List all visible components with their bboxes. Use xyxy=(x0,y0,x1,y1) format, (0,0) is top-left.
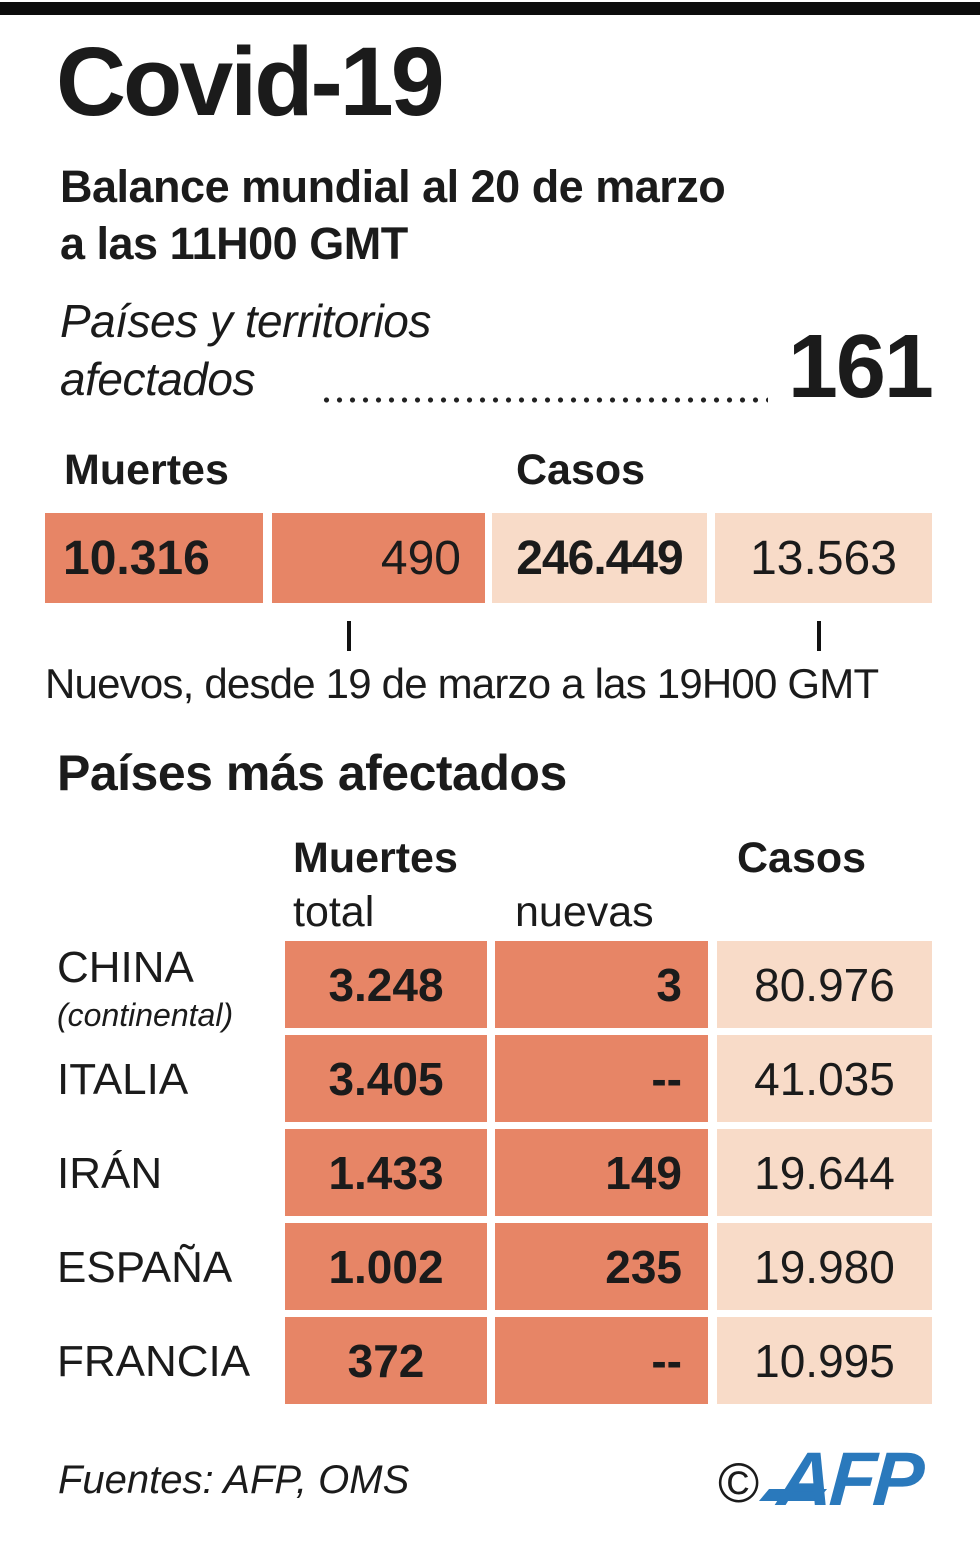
country-label: CHINA (continental) xyxy=(57,943,234,1034)
country-name: IRÁN xyxy=(57,1149,163,1198)
affected-label-line-1: Países y territorios xyxy=(60,295,431,347)
new-cases-note: Nuevos, desde 19 de marzo a las 19H00 GM… xyxy=(45,660,879,707)
subtitle-line-1: Balance mundial al 20 de marzo xyxy=(60,161,726,212)
afp-logo: AFP xyxy=(775,1437,924,1522)
country-label: ESPAÑA xyxy=(57,1243,233,1292)
table-cell-cases: 19.644 xyxy=(717,1129,932,1216)
country-name: ESPAÑA xyxy=(57,1243,233,1292)
top-black-bar xyxy=(0,2,980,15)
page-title: Covid-19 xyxy=(56,27,445,136)
table-cell-deaths-new: 235 xyxy=(495,1223,708,1310)
table-cell-cases: 10.995 xyxy=(717,1317,932,1404)
table-cell-cases: 41.035 xyxy=(717,1035,932,1122)
affected-label-line-2: afectados xyxy=(60,353,255,405)
table-cell-deaths-total: 1.002 xyxy=(285,1223,487,1310)
table-cell-deaths-new: 3 xyxy=(495,941,708,1028)
country-label: IRÁN xyxy=(57,1149,163,1198)
affected-count: 161 xyxy=(787,317,934,417)
sources-text: Fuentes: AFP, OMS xyxy=(58,1458,410,1502)
country-note: (continental) xyxy=(57,997,234,1034)
summary-deaths-total-box: 10.316 xyxy=(45,513,263,603)
table-cell-deaths-total: 1.433 xyxy=(285,1129,487,1216)
subtitle: Balance mundial al 20 de marzo a las 11H… xyxy=(60,158,726,272)
summary-deaths-new-box: 490 xyxy=(272,513,485,603)
copyright-symbol: © xyxy=(718,1451,760,1514)
dotted-leader-line xyxy=(320,396,768,404)
tick-mark-deaths-new xyxy=(347,621,351,651)
country-name: CHINA xyxy=(57,943,194,992)
country-label: FRANCIA xyxy=(57,1337,251,1386)
table-cell-deaths-new: -- xyxy=(495,1317,708,1404)
table-cell-deaths-new: 149 xyxy=(495,1129,708,1216)
table-cell-deaths-total: 372 xyxy=(285,1317,487,1404)
country-label: ITALIA xyxy=(57,1055,189,1104)
column-subheader-new: nuevas xyxy=(515,888,654,936)
summary-cases-label: Casos xyxy=(516,446,646,494)
section-title-most-affected: Países más afectados xyxy=(57,745,567,801)
country-name: ITALIA xyxy=(57,1055,189,1104)
column-subheader-total: total xyxy=(293,888,375,936)
table-cell-deaths-total: 3.405 xyxy=(285,1035,487,1122)
column-header-cases: Casos xyxy=(737,834,867,882)
column-header-deaths: Muertes xyxy=(293,834,458,882)
table-cell-cases: 80.976 xyxy=(717,941,932,1028)
subtitle-line-2: a las 11H00 GMT xyxy=(60,218,408,269)
table-cell-deaths-total: 3.248 xyxy=(285,941,487,1028)
country-name: FRANCIA xyxy=(57,1337,251,1386)
tick-mark-cases-new xyxy=(817,621,821,651)
summary-cases-new-box: 13.563 xyxy=(715,513,932,603)
affected-label: Países y territorios afectados xyxy=(60,292,431,408)
table-cell-deaths-new: -- xyxy=(495,1035,708,1122)
summary-deaths-label: Muertes xyxy=(64,446,229,494)
table-cell-cases: 19.980 xyxy=(717,1223,932,1310)
summary-cases-total-box: 246.449 xyxy=(492,513,707,603)
